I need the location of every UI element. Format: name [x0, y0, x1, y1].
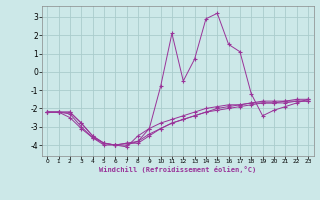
X-axis label: Windchill (Refroidissement éolien,°C): Windchill (Refroidissement éolien,°C): [99, 166, 256, 173]
